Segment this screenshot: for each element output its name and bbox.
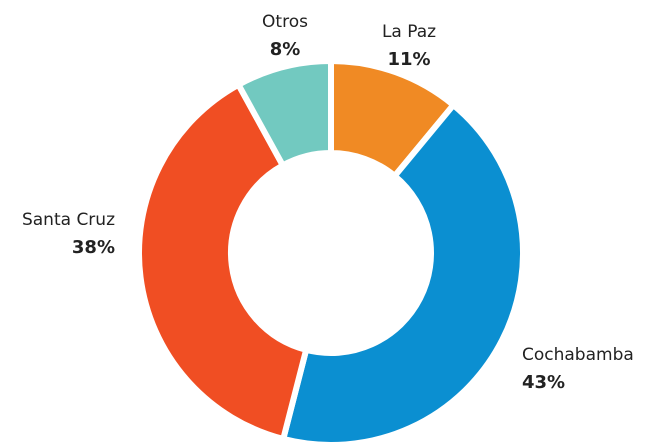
slice-label: La Paz <box>382 22 436 42</box>
slice-value: 43% <box>522 372 565 393</box>
slice <box>279 100 526 448</box>
slice-value: 38% <box>72 237 115 258</box>
slice-label: Cochabamba <box>522 345 634 365</box>
slice-label: Otros <box>262 12 308 32</box>
slice <box>136 80 310 443</box>
slice <box>234 57 334 170</box>
slice-value: 8% <box>270 39 301 60</box>
slice-value: 11% <box>387 49 430 70</box>
slice-label: Santa Cruz <box>22 210 115 230</box>
